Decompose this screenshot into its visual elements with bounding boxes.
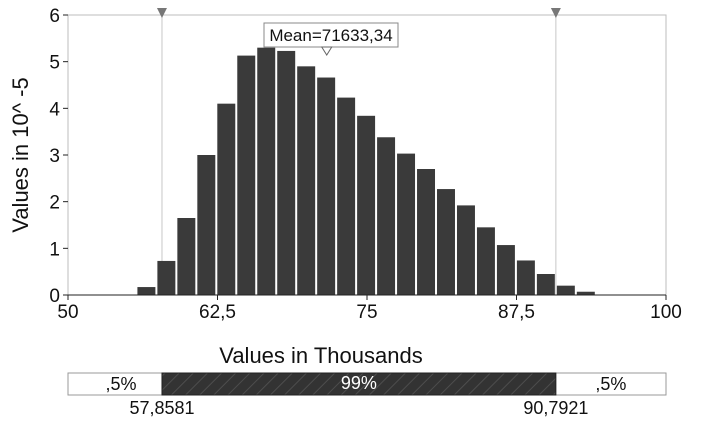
- histogram-bar: [556, 285, 575, 295]
- histogram-bar: [536, 274, 555, 295]
- histogram-bar: [377, 137, 396, 295]
- histogram-bar: [496, 245, 515, 295]
- x-tick-label: 50: [57, 302, 78, 323]
- mean-callout: Mean=71633,34: [263, 22, 399, 56]
- y-tick-label: 2: [49, 193, 60, 214]
- histogram-bar: [277, 50, 296, 295]
- range-left-value: 57,8581: [129, 398, 194, 418]
- x-axis-ticks: 50 62,5 75 87,5 100: [57, 295, 682, 323]
- range-middle-percent: 99%: [341, 373, 377, 393]
- range-bar-middle: [161, 372, 557, 396]
- histogram-bar: [456, 205, 475, 295]
- mean-label: Mean=71633,34: [269, 26, 392, 45]
- y-tick-label: 3: [49, 146, 60, 167]
- histogram-bar: [357, 115, 376, 295]
- x-tick-label: 87,5: [498, 302, 535, 323]
- y-tick-label: 6: [49, 6, 60, 27]
- histogram-bar: [397, 153, 416, 295]
- marker-triangle-icon: [550, 8, 561, 18]
- range-bar: ,5% 99% ,5% 57,8581 90,7921: [67, 372, 667, 418]
- y-axis-title: Values in 10^ -5: [8, 77, 33, 232]
- y-tick-label: 0: [49, 286, 60, 307]
- histogram-bar: [197, 155, 216, 295]
- histogram-bar: [516, 260, 535, 295]
- histogram-bar: [237, 55, 256, 295]
- histogram-bar: [217, 103, 236, 296]
- histogram-bar: [576, 291, 595, 295]
- y-tick-label: 4: [49, 99, 60, 120]
- histogram-bar: [137, 287, 156, 295]
- marker-triangle-icon: [156, 8, 167, 18]
- histogram-bar: [417, 169, 436, 295]
- y-tick-label: 1: [49, 239, 60, 260]
- histogram-bar: [476, 227, 495, 295]
- x-tick-label: 75: [356, 302, 377, 323]
- histogram-bar: [297, 66, 316, 295]
- histogram-bar: [437, 189, 455, 295]
- histogram-bar: [317, 77, 336, 296]
- y-axis-ticks: 0 1 2 3 4 5 6: [49, 6, 68, 307]
- histogram-bar: [337, 97, 356, 295]
- histogram-bar: [177, 218, 196, 295]
- y-tick-label: 5: [49, 53, 60, 74]
- x-axis-title: Values in Thousands: [219, 343, 422, 368]
- x-tick-label: 62,5: [199, 302, 236, 323]
- histogram-bar: [157, 260, 176, 295]
- range-right-value: 90,7921: [523, 398, 588, 418]
- percentile-markers: [156, 8, 561, 295]
- x-tick-label: 100: [650, 302, 682, 323]
- histogram-bar: [257, 47, 276, 295]
- range-left-percent: ,5%: [105, 374, 136, 394]
- histogram-bars: [137, 47, 595, 296]
- range-right-percent: ,5%: [595, 374, 626, 394]
- mean-pointer-icon: [320, 46, 333, 56]
